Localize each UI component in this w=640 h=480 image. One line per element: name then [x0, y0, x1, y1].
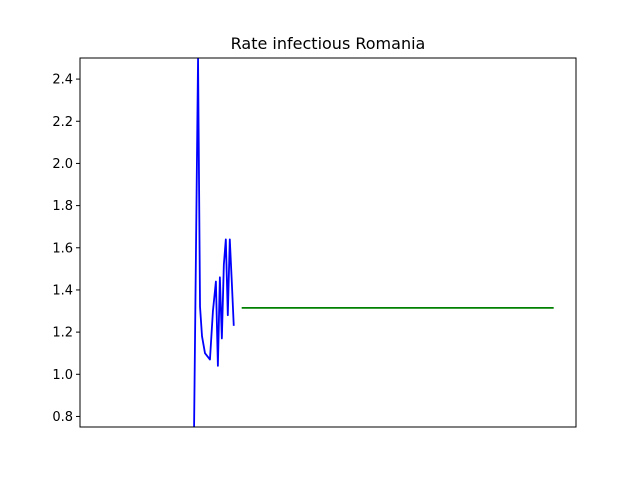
y-tick-label: 1.6: [52, 241, 73, 256]
y-tick-label: 1.2: [52, 326, 73, 341]
y-tick-label: 2.2: [52, 115, 73, 130]
y-tick-label: 1.4: [52, 283, 73, 298]
y-tick-label: 1.0: [52, 368, 73, 383]
chart-title: Rate infectious Romania: [231, 34, 426, 53]
y-axis-ticks: 0.8 1.0 1.2 1.4 1.6 1.8 2.0 2.2 2.4: [52, 73, 80, 425]
y-tick-label: 2.4: [52, 73, 73, 88]
y-tick-label: 2.0: [52, 157, 73, 172]
series-layer: [193, 58, 554, 427]
plot-frame: [79, 57, 577, 428]
y-tick-label: 0.8: [52, 410, 73, 425]
series-line-1: [193, 58, 235, 427]
y-tick-label: 1.8: [52, 199, 73, 214]
